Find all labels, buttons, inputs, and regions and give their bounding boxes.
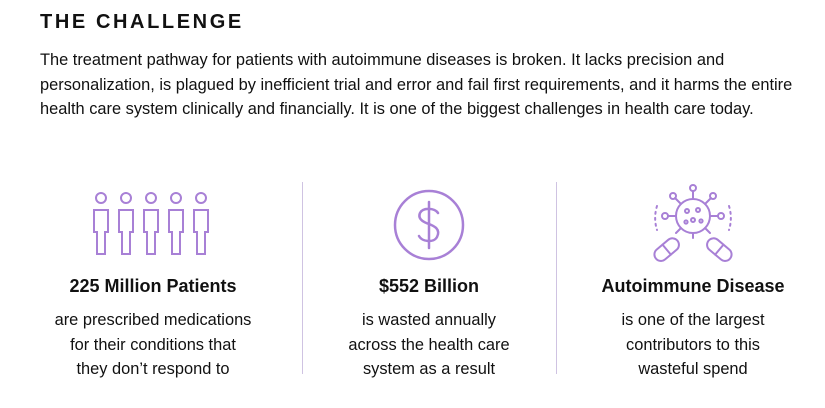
stat-title: 225 Million Patients	[69, 276, 237, 296]
stat-line: system as a result	[362, 360, 496, 378]
stat-description: is wasted annually across the health car…	[304, 308, 554, 382]
stat-title: Autoimmune Disease	[601, 276, 785, 296]
column-divider	[302, 182, 303, 374]
stat-line: is wasted annually	[362, 311, 496, 329]
stat-line: for their conditions that	[70, 335, 236, 354]
column-divider	[556, 182, 557, 374]
stat-billion: $552 Billion is wasted annually across t…	[304, 170, 554, 400]
stat-description: is one of the largest contributors to th…	[568, 308, 818, 382]
virus-pills-icon	[653, 184, 733, 262]
stat-line: is one of the largest	[621, 311, 765, 329]
intro-paragraph: The treatment pathway for patients with …	[40, 51, 793, 118]
stat-line: wasteful spend	[638, 360, 748, 378]
dollar-coin-icon	[393, 189, 465, 261]
stat-line: across the health care	[348, 335, 510, 354]
stat-autoimmune: Autoimmune Disease is one of the largest…	[568, 170, 818, 400]
stat-description: are prescribed medications for their con…	[28, 308, 278, 382]
stat-line: they don’t respond to	[76, 360, 230, 378]
stat-patients: 225 Million Patients are prescribed medi…	[28, 170, 278, 400]
page-title: THE CHALLENGE	[40, 11, 244, 33]
stat-line: contributors to this	[626, 335, 760, 354]
stat-line: are prescribed medications	[54, 311, 252, 329]
people-group-icon	[93, 192, 209, 255]
stats-row: 225 Million Patients are prescribed medi…	[0, 170, 825, 400]
stat-title: $552 Billion	[378, 276, 480, 296]
